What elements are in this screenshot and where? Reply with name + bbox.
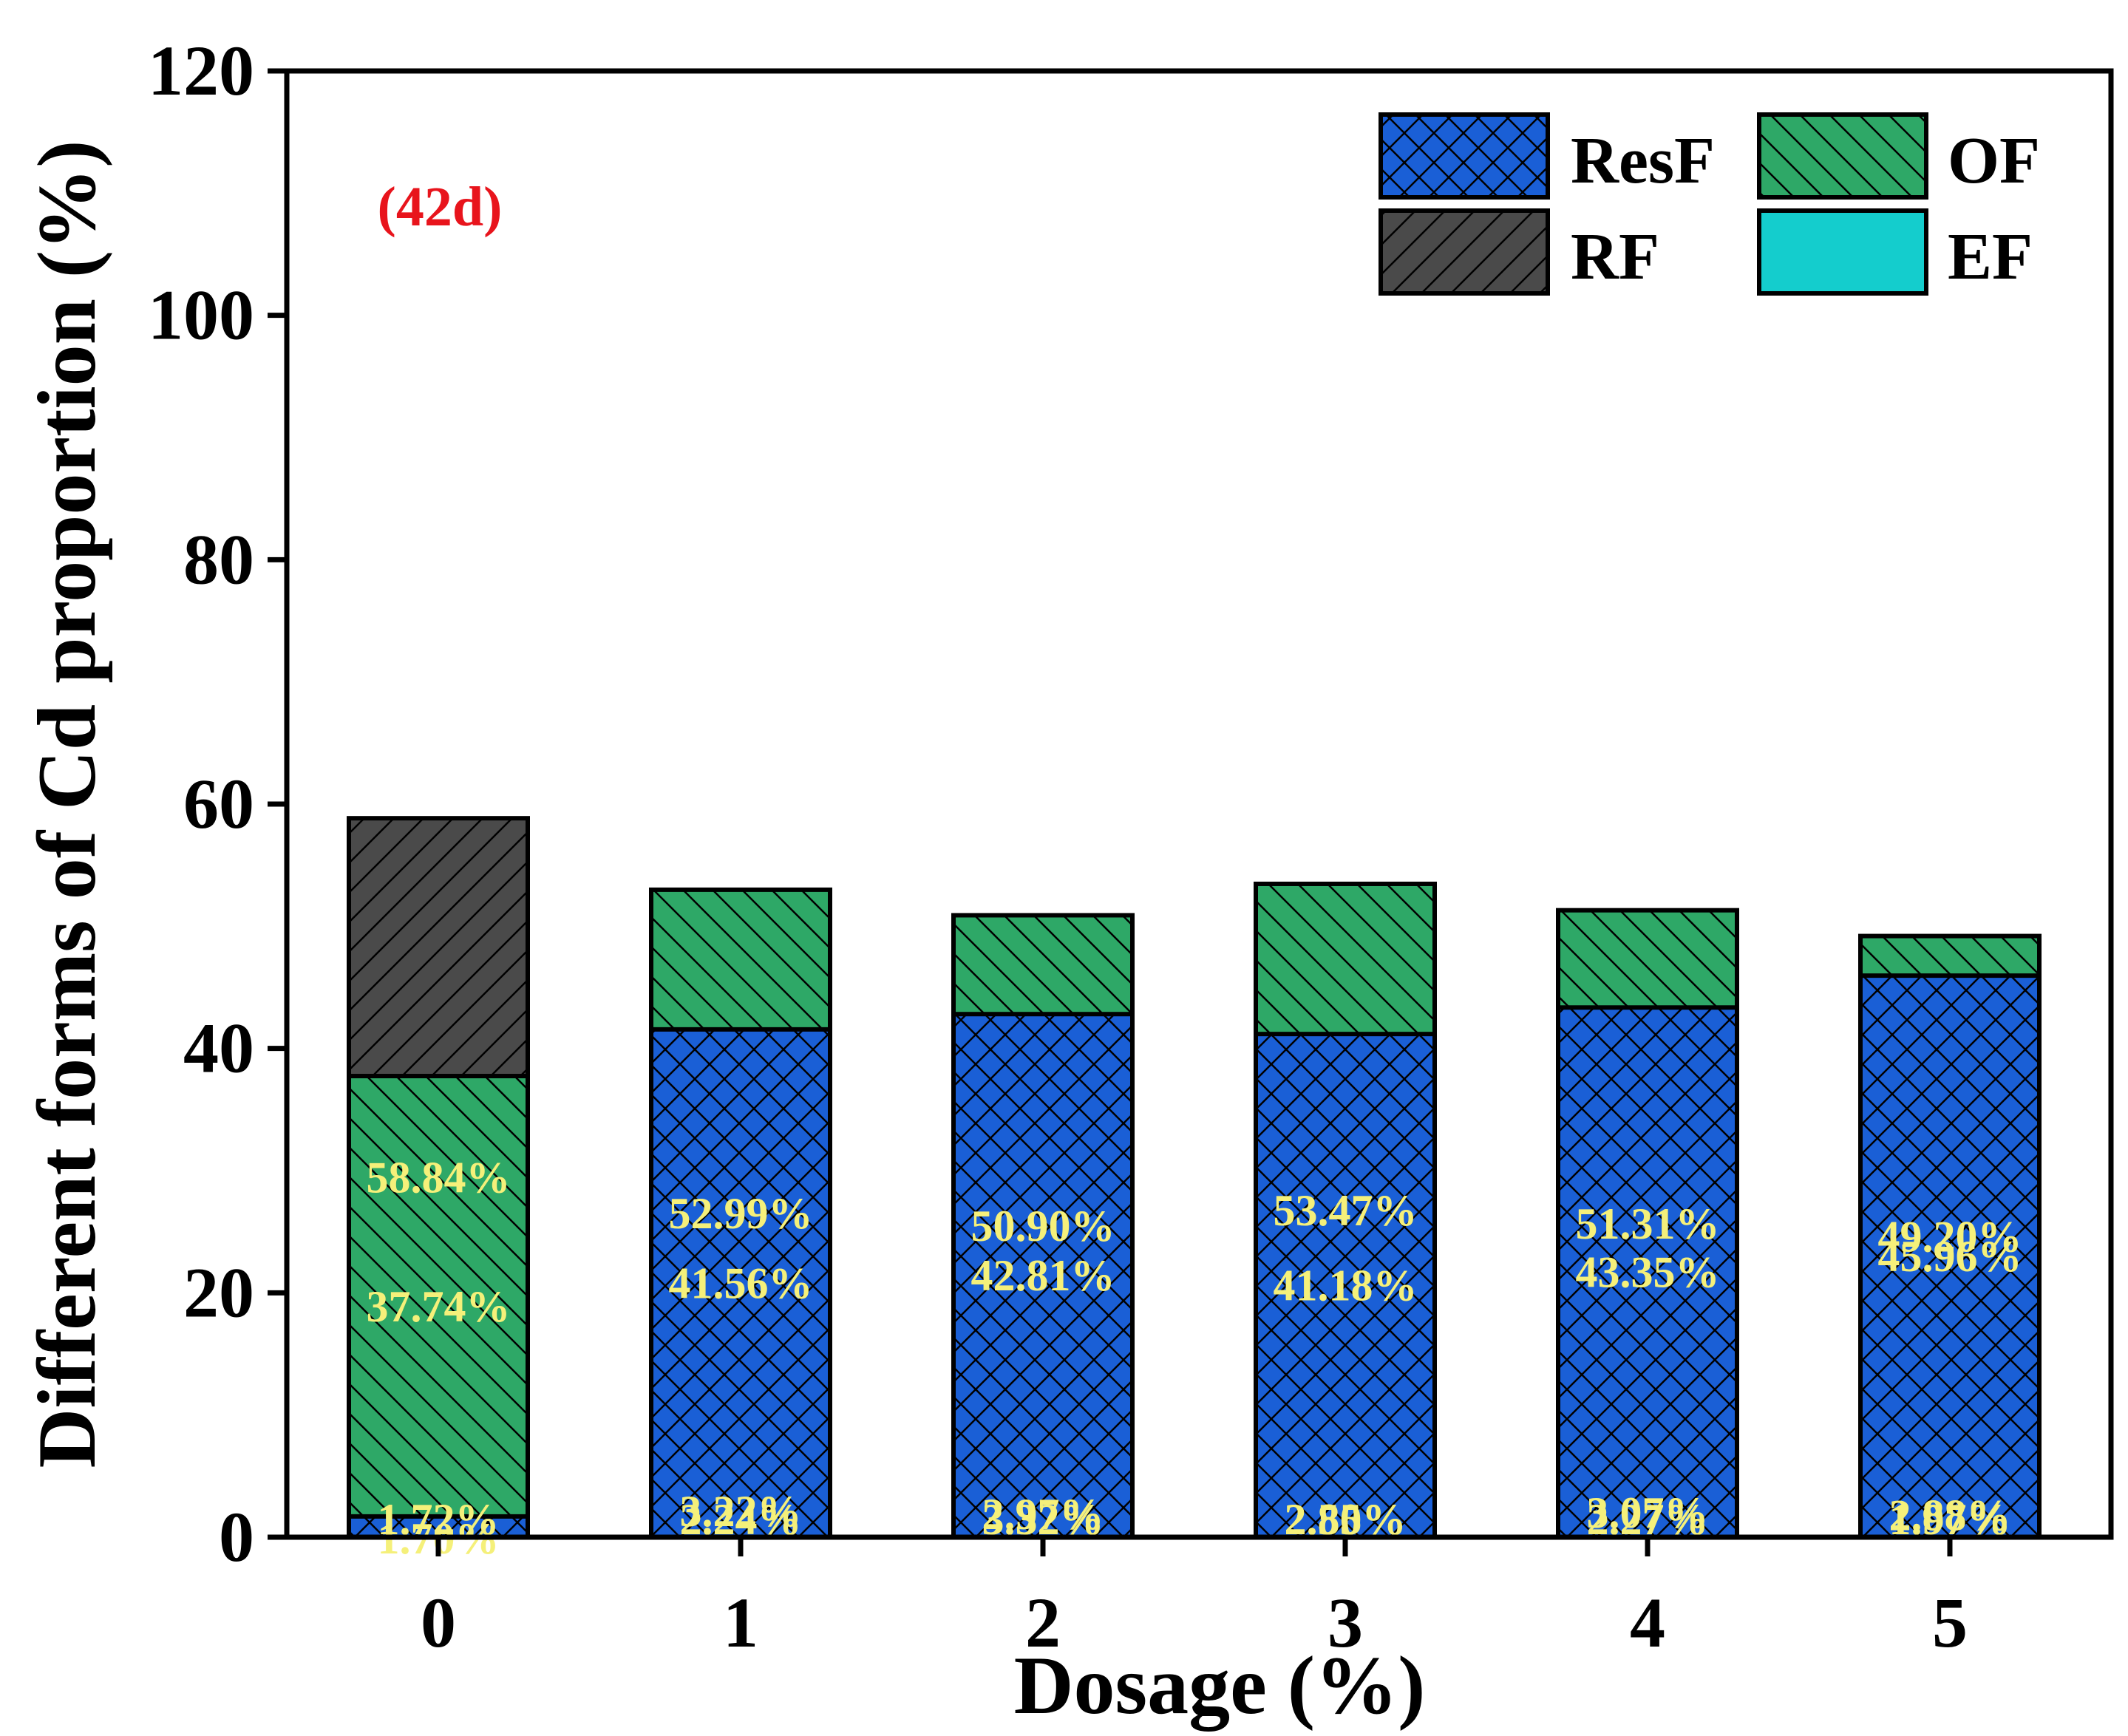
x-tick-label: 1: [723, 1583, 758, 1662]
legend-swatch-ef: [1759, 211, 1926, 293]
segment-label-of-1: 52.99%: [669, 1189, 813, 1238]
x-tick-label: 5: [1932, 1583, 1968, 1662]
y-tick-label: 0: [219, 1497, 254, 1576]
bar-segment-of-0: [347, 1074, 530, 1539]
segment-labels-layer: 1.72%58.84%37.74%1.70% 2.24%3.22%52.99%41…: [367, 1154, 2022, 1563]
y-tick-label: 20: [183, 1253, 254, 1332]
annotation-label: (42d): [378, 176, 503, 238]
segment-label-rf-2: 2.97%: [982, 1490, 1104, 1539]
legend-item-of: OF: [1757, 112, 2040, 200]
segment-label-resf-4: 43.35%: [1576, 1248, 1720, 1297]
bars-layer: [347, 816, 2042, 1540]
y-tick-label: 80: [183, 520, 254, 599]
segment-label-rf-1: 3.22%: [680, 1487, 802, 1536]
x-tick-label: 4: [1630, 1583, 1665, 1662]
legend-label-rf: RF: [1571, 220, 1659, 293]
y-tick-label: 120: [148, 31, 254, 110]
y-axis-title: Different forms of Cd proportion (%): [21, 140, 113, 1468]
segment-label-resf-3: 41.18%: [1274, 1262, 1418, 1310]
y-tick-label: 40: [183, 1009, 254, 1088]
segment-label-resf-1: 41.56%: [669, 1259, 813, 1307]
legend-item-rf: RF: [1379, 208, 1659, 296]
segment-label-of-0: 37.74%: [367, 1282, 511, 1331]
segment-label-of-3: 53.47%: [1274, 1186, 1418, 1235]
x-tick-label: 2: [1025, 1583, 1061, 1662]
legend: ResF OF RF EF: [1379, 112, 2040, 296]
segment-label-of-2: 50.90%: [971, 1202, 1115, 1250]
segment-label-resf-5: 45.96%: [1878, 1232, 2022, 1281]
bar-segment-resf-5: [1858, 973, 2042, 1540]
legend-item-resf: ResF: [1379, 112, 1715, 200]
x-axis: 0 1 2 3 4 5: [421, 1537, 1968, 1662]
segment-label-rf-5: 2.88%: [1889, 1491, 2011, 1539]
y-tick-label: 100: [148, 276, 254, 355]
bar-segment-resf-1: [649, 1027, 832, 1539]
segment-label-rf-0: 58.84%: [367, 1154, 511, 1202]
legend-label-of: OF: [1948, 124, 2040, 197]
x-tick-label: 3: [1328, 1583, 1363, 1662]
legend-label-ef: EF: [1948, 220, 2033, 293]
x-tick-label: 0: [421, 1583, 456, 1662]
segment-label-of-4: 51.31%: [1576, 1199, 1720, 1248]
bar-segment-resf-3: [1254, 1032, 1437, 1539]
segment-label-resf-2: 42.81%: [971, 1251, 1115, 1300]
bar-segment-resf-2: [951, 1012, 1135, 1539]
y-axis: 0 20 40 60 80 100 120: [148, 31, 287, 1576]
segment-label-of-5: 49.20%: [1878, 1212, 2022, 1261]
x-axis-title: Dosage (%): [1014, 1640, 1426, 1732]
y-tick-label: 60: [183, 764, 254, 843]
legend-item-ef: EF: [1757, 208, 2033, 296]
segment-label-rf-4: 3.07%: [1587, 1488, 1709, 1537]
legend-label-resf: ResF: [1571, 124, 1715, 197]
